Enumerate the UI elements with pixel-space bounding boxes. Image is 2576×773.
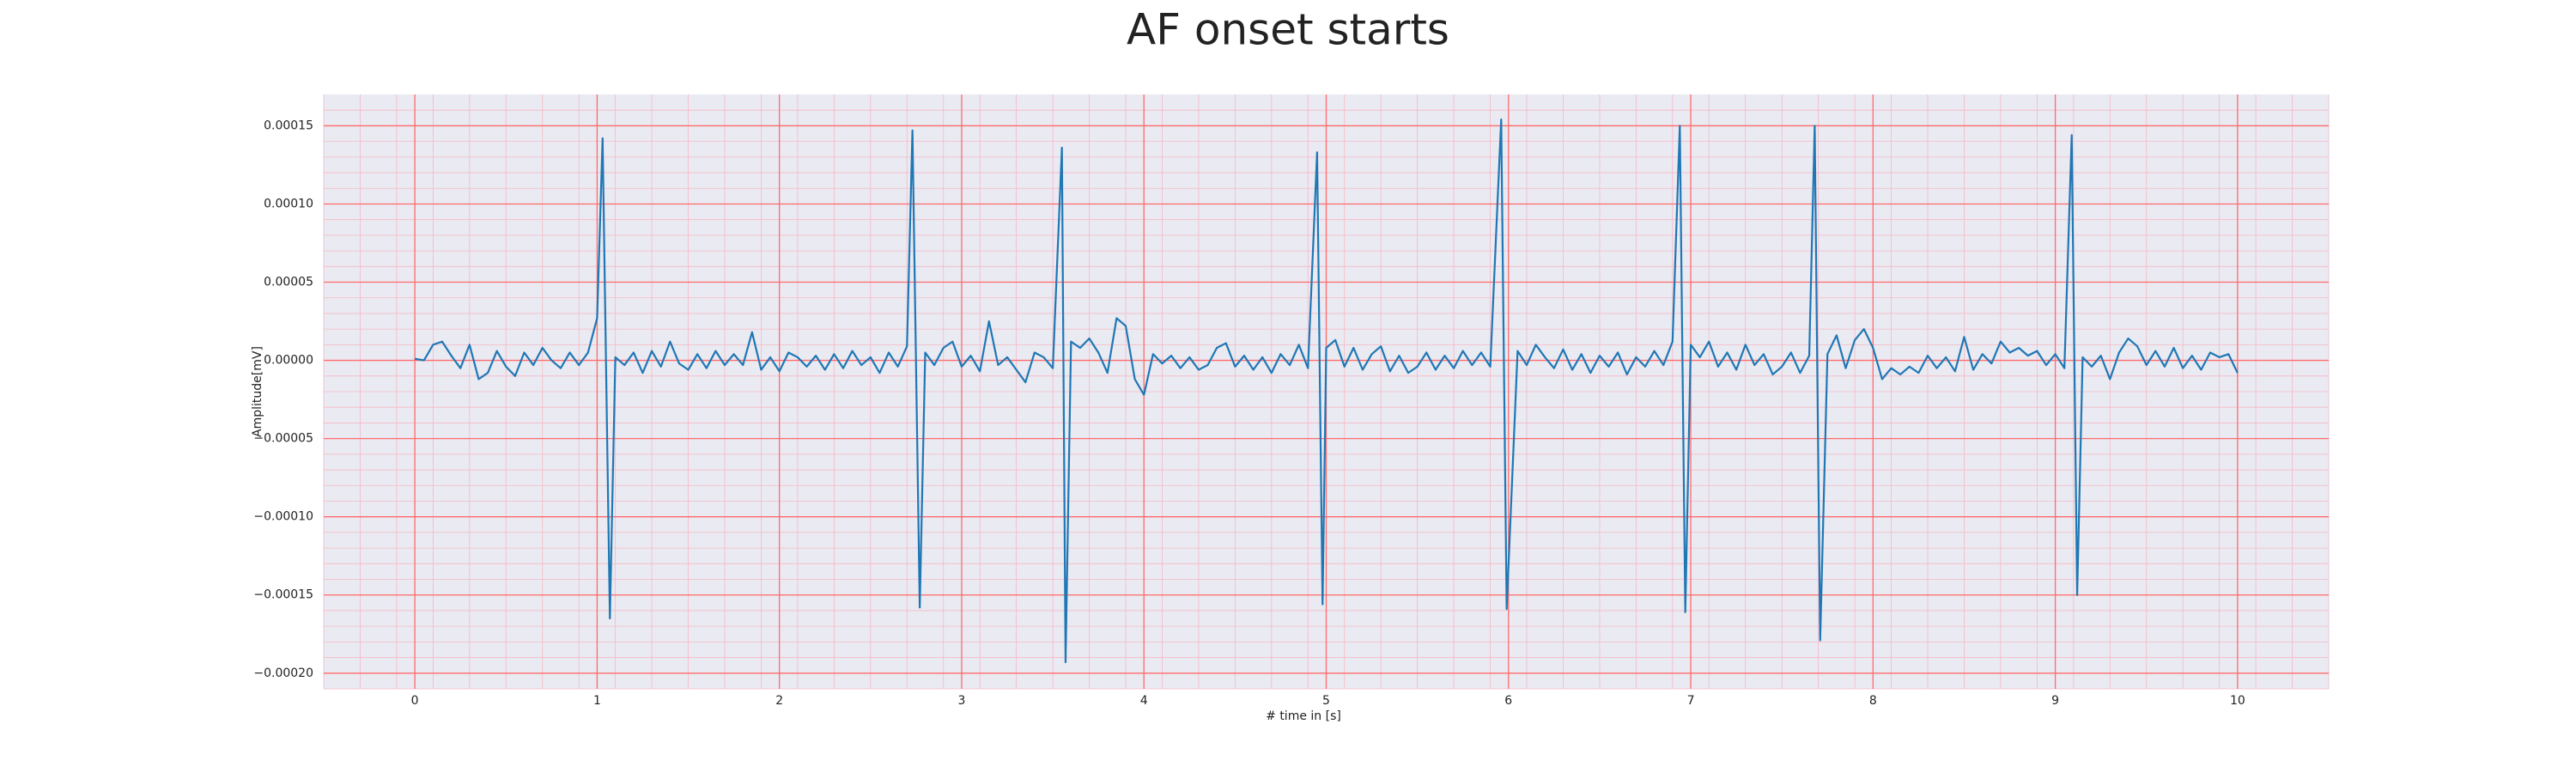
x-tick-label: 3 — [957, 694, 965, 708]
y-tick-label: −0.00020 — [253, 666, 313, 680]
y-tick-label: −0.00015 — [253, 588, 313, 602]
x-tick-label: 9 — [2051, 694, 2059, 708]
y-tick-label: 0.00015 — [264, 119, 313, 132]
x-tick-label: 6 — [1504, 694, 1512, 708]
x-tick-label: 1 — [593, 694, 601, 708]
x-tick-label: 4 — [1140, 694, 1148, 708]
x-tick-label: 5 — [1322, 694, 1330, 708]
y-tick-label: 0.00005 — [264, 276, 313, 289]
y-tick-label: −0.00010 — [253, 510, 313, 524]
x-axis-label: # time in [s] — [1266, 709, 1341, 723]
x-tick-label: 0 — [411, 694, 419, 708]
chart-title: AF onset starts — [1127, 5, 1449, 55]
x-tick-label: 7 — [1687, 694, 1695, 708]
x-tick-label: 10 — [2230, 694, 2245, 708]
x-tick-label: 2 — [775, 694, 783, 708]
y-tick-label: −0.00005 — [253, 432, 313, 446]
y-tick-label: 0.00010 — [264, 197, 313, 210]
ecg-line — [414, 119, 2239, 664]
y-axis-label: Amplitude[mV] — [251, 346, 264, 437]
y-tick-label: 0.00000 — [264, 354, 313, 368]
x-tick-label: 8 — [1869, 694, 1877, 708]
